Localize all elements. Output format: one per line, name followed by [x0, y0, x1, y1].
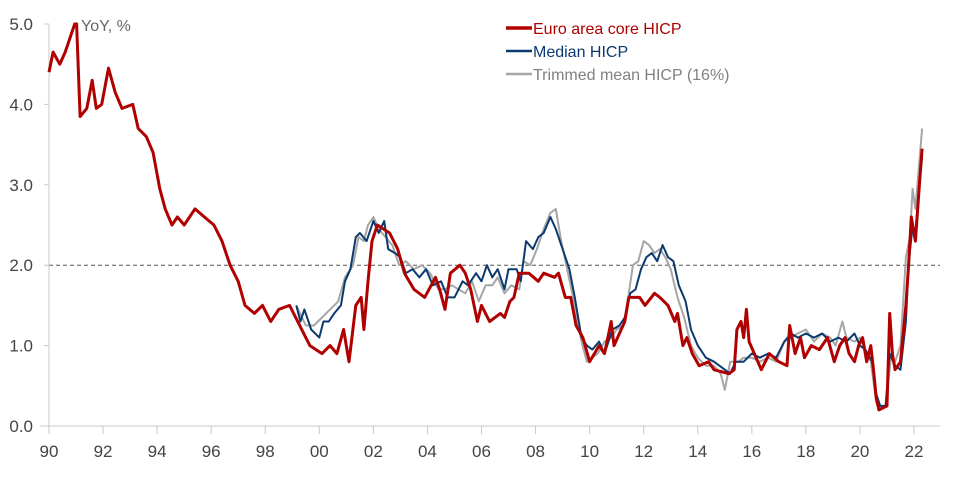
series-line-trimmed-mean-hicp-16: [295, 128, 924, 410]
x-tick-label: 94: [148, 442, 167, 461]
y-tick-label: 1.0: [9, 337, 33, 356]
y-tick-label: 2.0: [9, 256, 33, 275]
legend-label: Euro area core HICP: [533, 21, 682, 38]
x-tick-label: 00: [310, 442, 329, 461]
y-tick-label: 3.0: [9, 176, 33, 195]
x-tick-label: 12: [634, 442, 653, 461]
x-tick-label: 10: [580, 442, 599, 461]
x-tick-label: 14: [688, 442, 707, 461]
series-line-median-hicp: [295, 156, 924, 407]
legend-label: Median HICP: [533, 44, 628, 61]
x-tick-label: 90: [40, 442, 59, 461]
x-tick-label: 16: [742, 442, 761, 461]
x-tick-label: 98: [256, 442, 275, 461]
y-tick-label: 5.0: [9, 15, 33, 34]
y-tick-label: 0.0: [9, 417, 33, 436]
x-tick-label: 04: [418, 442, 437, 461]
x-tick-label: 02: [364, 442, 383, 461]
x-tick-label: 06: [472, 442, 491, 461]
y-axis-label: YoY, %: [81, 18, 131, 35]
legend: Euro area core HICP Median HICP Trimmed me…: [506, 21, 730, 84]
x-tick-label: 20: [850, 442, 869, 461]
x-tick-label: 18: [796, 442, 815, 461]
y-tick-label: 4.0: [9, 95, 33, 114]
series-line-euro-area-core-hicp: [47, 22, 924, 412]
legend-label: Trimmed mean HICP (16%): [533, 67, 730, 84]
x-tick-label: 22: [905, 442, 924, 461]
x-tick-label: 08: [526, 442, 545, 461]
x-tick-label: 92: [94, 442, 113, 461]
x-tick-label: 96: [202, 442, 221, 461]
